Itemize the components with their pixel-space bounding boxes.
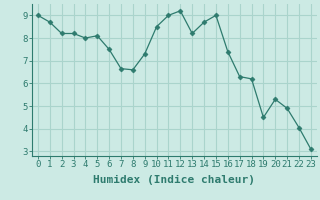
X-axis label: Humidex (Indice chaleur): Humidex (Indice chaleur)	[93, 175, 255, 185]
